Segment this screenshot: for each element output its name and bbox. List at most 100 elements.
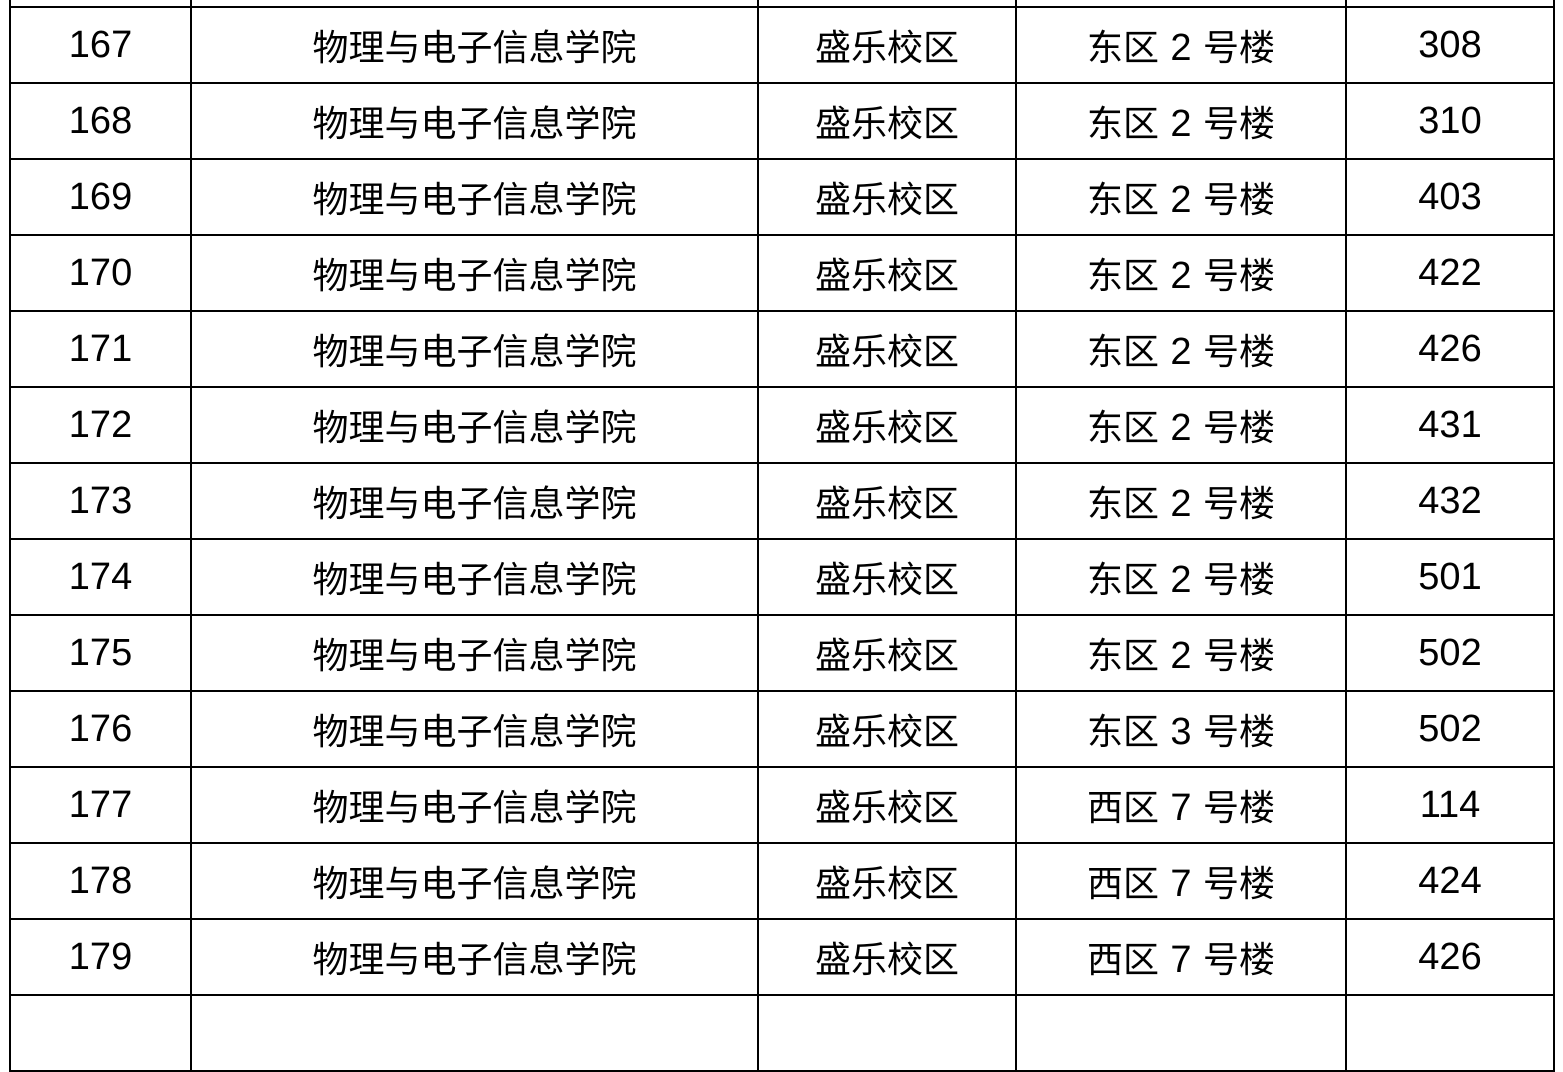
college-cell: 物理与电子信息学院 <box>190 6 759 84</box>
table-row-partial-top <box>9 0 1555 8</box>
room-cell: 432 <box>1345 462 1555 540</box>
room-cell: 431 <box>1345 386 1555 464</box>
table-row: 175 物理与电子信息学院 盛乐校区 东区 2 号楼 502 <box>9 614 1555 692</box>
table-row: 173 物理与电子信息学院 盛乐校区 东区 2 号楼 432 <box>9 462 1555 540</box>
table-row: 174 物理与电子信息学院 盛乐校区 东区 2 号楼 501 <box>9 538 1555 616</box>
row-number-cell: 174 <box>9 538 192 616</box>
room-cell: 502 <box>1345 614 1555 692</box>
building-suffix: 号楼 <box>1203 560 1276 601</box>
college-cell: 物理与电子信息学院 <box>190 614 759 692</box>
room-cell: 426 <box>1345 918 1555 996</box>
area-text: 东区 <box>1086 332 1159 373</box>
table-row: 171 物理与电子信息学院 盛乐校区 东区 2 号楼 426 <box>9 310 1555 388</box>
college-cell: 物理与电子信息学院 <box>190 82 759 160</box>
building-number: 7 <box>1170 787 1192 829</box>
college-cell: 物理与电子信息学院 <box>190 310 759 388</box>
building-number: 3 <box>1170 711 1192 753</box>
building-suffix: 号楼 <box>1203 940 1276 981</box>
table-row: 168 物理与电子信息学院 盛乐校区 东区 2 号楼 310 <box>9 82 1555 160</box>
table-row-partial-bottom <box>9 994 1555 1072</box>
area-text: 东区 <box>1086 256 1159 297</box>
campus-cell: 盛乐校区 <box>757 462 1017 540</box>
building-number: 7 <box>1170 939 1192 981</box>
row-number-cell: 179 <box>9 918 192 996</box>
building-number: 7 <box>1170 863 1192 905</box>
building-number: 2 <box>1170 103 1192 145</box>
building-cell: 东区 2 号楼 <box>1015 158 1347 236</box>
campus-cell: 盛乐校区 <box>757 918 1017 996</box>
table-row: 178 物理与电子信息学院 盛乐校区 西区 7 号楼 424 <box>9 842 1555 920</box>
room-cell: 501 <box>1345 538 1555 616</box>
area-text: 东区 <box>1086 560 1159 601</box>
college-cell: 物理与电子信息学院 <box>190 842 759 920</box>
area-text: 东区 <box>1086 104 1159 145</box>
building-suffix: 号楼 <box>1203 484 1276 525</box>
building-cell: 西区 7 号楼 <box>1015 766 1347 844</box>
row-number-cell: 171 <box>9 310 192 388</box>
table-row: 170 物理与电子信息学院 盛乐校区 东区 2 号楼 422 <box>9 234 1555 312</box>
building-cell: 东区 2 号楼 <box>1015 234 1347 312</box>
area-text: 东区 <box>1086 408 1159 449</box>
row-number-cell: 169 <box>9 158 192 236</box>
area-text: 西区 <box>1086 864 1159 905</box>
room-cell: 422 <box>1345 234 1555 312</box>
room-cell: 403 <box>1345 158 1555 236</box>
college-cell: 物理与电子信息学院 <box>190 386 759 464</box>
campus-cell: 盛乐校区 <box>757 538 1017 616</box>
table-row: 177 物理与电子信息学院 盛乐校区 西区 7 号楼 114 <box>9 766 1555 844</box>
area-text: 东区 <box>1086 180 1159 221</box>
building-number: 2 <box>1170 179 1192 221</box>
room-cell: 424 <box>1345 842 1555 920</box>
building-cell: 东区 2 号楼 <box>1015 462 1347 540</box>
building-number: 2 <box>1170 407 1192 449</box>
campus-cell: 盛乐校区 <box>757 766 1017 844</box>
building-suffix: 号楼 <box>1203 788 1276 829</box>
building-number: 2 <box>1170 27 1192 69</box>
table-row: 172 物理与电子信息学院 盛乐校区 东区 2 号楼 431 <box>9 386 1555 464</box>
campus-cell: 盛乐校区 <box>757 234 1017 312</box>
building-suffix: 号楼 <box>1203 256 1276 297</box>
area-text: 东区 <box>1086 484 1159 525</box>
building-suffix: 号楼 <box>1203 28 1276 69</box>
college-cell: 物理与电子信息学院 <box>190 538 759 616</box>
campus-cell: 盛乐校区 <box>757 82 1017 160</box>
building-number: 2 <box>1170 635 1192 677</box>
building-number: 2 <box>1170 255 1192 297</box>
row-number-cell: 178 <box>9 842 192 920</box>
college-cell: 物理与电子信息学院 <box>190 690 759 768</box>
row-number-cell: 167 <box>9 6 192 84</box>
building-suffix: 号楼 <box>1203 864 1276 905</box>
building-cell: 西区 7 号楼 <box>1015 918 1347 996</box>
college-cell: 物理与电子信息学院 <box>190 158 759 236</box>
building-suffix: 号楼 <box>1203 180 1276 221</box>
row-number-cell: 172 <box>9 386 192 464</box>
building-cell: 东区 2 号楼 <box>1015 614 1347 692</box>
building-suffix: 号楼 <box>1203 104 1276 145</box>
building-cell: 东区 2 号楼 <box>1015 310 1347 388</box>
area-text: 东区 <box>1086 28 1159 69</box>
college-cell: 物理与电子信息学院 <box>190 462 759 540</box>
building-cell: 东区 2 号楼 <box>1015 82 1347 160</box>
building-number: 2 <box>1170 559 1192 601</box>
room-cell: 308 <box>1345 6 1555 84</box>
campus-cell: 盛乐校区 <box>757 158 1017 236</box>
table-row: 176 物理与电子信息学院 盛乐校区 东区 3 号楼 502 <box>9 690 1555 768</box>
row-number-cell: 175 <box>9 614 192 692</box>
area-text: 西区 <box>1086 788 1159 829</box>
table-row: 167 物理与电子信息学院 盛乐校区 东区 2 号楼 308 <box>9 6 1555 84</box>
campus-cell: 盛乐校区 <box>757 386 1017 464</box>
area-text: 东区 <box>1086 636 1159 677</box>
area-text: 西区 <box>1086 940 1159 981</box>
row-number-cell: 173 <box>9 462 192 540</box>
area-text: 东区 <box>1086 712 1159 753</box>
campus-cell: 盛乐校区 <box>757 842 1017 920</box>
room-cell: 310 <box>1345 82 1555 160</box>
college-cell: 物理与电子信息学院 <box>190 918 759 996</box>
dormitory-table: 167 物理与电子信息学院 盛乐校区 东区 2 号楼 308 168 物理与电子信息学院 盛乐… <box>9 0 1555 1072</box>
building-number: 2 <box>1170 331 1192 373</box>
college-cell: 物理与电子信息学院 <box>190 234 759 312</box>
row-number-cell: 176 <box>9 690 192 768</box>
row-number-cell: 177 <box>9 766 192 844</box>
building-cell: 东区 2 号楼 <box>1015 386 1347 464</box>
campus-cell: 盛乐校区 <box>757 310 1017 388</box>
